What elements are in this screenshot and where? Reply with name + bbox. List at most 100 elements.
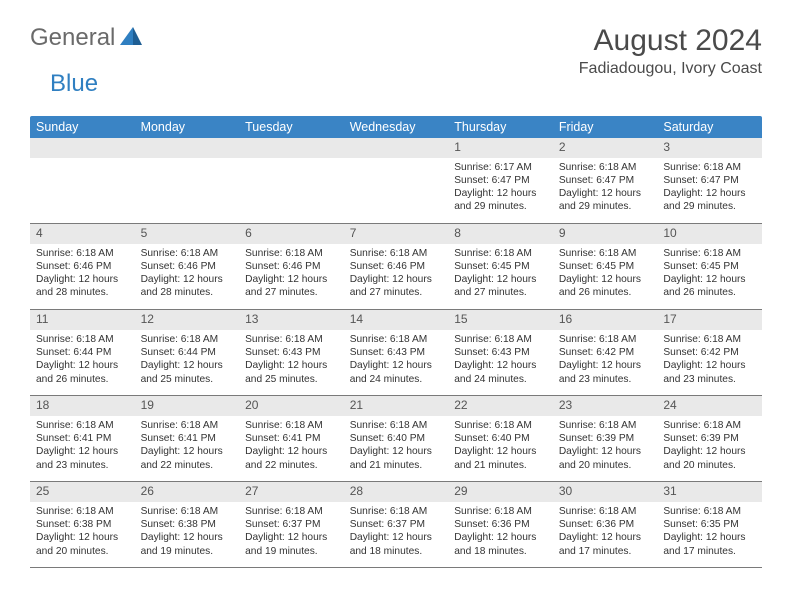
day-number: 28 xyxy=(344,482,449,502)
day-number xyxy=(344,138,449,158)
logo-word-2: Blue xyxy=(50,70,98,97)
day-number: 25 xyxy=(30,482,135,502)
day-details: Sunrise: 6:17 AMSunset: 6:47 PMDaylight:… xyxy=(448,158,553,224)
day-details: Sunrise: 6:18 AMSunset: 6:45 PMDaylight:… xyxy=(448,244,553,310)
day-number: 29 xyxy=(448,482,553,502)
calendar-table: Sunday Monday Tuesday Wednesday Thursday… xyxy=(30,116,762,568)
sunrise-line: Sunrise: 6:18 AM xyxy=(36,419,129,432)
sunset-line: Sunset: 6:40 PM xyxy=(454,432,547,445)
day-details: Sunrise: 6:18 AMSunset: 6:46 PMDaylight:… xyxy=(135,244,240,310)
sunrise-line: Sunrise: 6:18 AM xyxy=(454,419,547,432)
day-details: Sunrise: 6:18 AMSunset: 6:39 PMDaylight:… xyxy=(553,416,658,482)
daylight-line: Daylight: 12 hours and 25 minutes. xyxy=(245,359,338,386)
sunrise-line: Sunrise: 6:18 AM xyxy=(559,333,652,346)
day-number: 4 xyxy=(30,224,135,244)
day-details: Sunrise: 6:18 AMSunset: 6:35 PMDaylight:… xyxy=(657,502,762,568)
daylight-line: Daylight: 12 hours and 23 minutes. xyxy=(36,445,129,472)
day-details-row: Sunrise: 6:18 AMSunset: 6:41 PMDaylight:… xyxy=(30,416,762,482)
sunset-line: Sunset: 6:43 PM xyxy=(245,346,338,359)
col-wednesday: Wednesday xyxy=(344,116,449,138)
daylight-line: Daylight: 12 hours and 24 minutes. xyxy=(454,359,547,386)
day-number: 3 xyxy=(657,138,762,158)
sunset-line: Sunset: 6:46 PM xyxy=(350,260,443,273)
sunset-line: Sunset: 6:37 PM xyxy=(245,518,338,531)
day-number: 6 xyxy=(239,224,344,244)
sunrise-line: Sunrise: 6:18 AM xyxy=(663,247,756,260)
sunrise-line: Sunrise: 6:18 AM xyxy=(245,419,338,432)
daylight-line: Daylight: 12 hours and 19 minutes. xyxy=(245,531,338,558)
sunset-line: Sunset: 6:36 PM xyxy=(559,518,652,531)
day-number: 10 xyxy=(657,224,762,244)
sunset-line: Sunset: 6:43 PM xyxy=(454,346,547,359)
sunset-line: Sunset: 6:47 PM xyxy=(663,174,756,187)
day-number: 11 xyxy=(30,310,135,330)
sunrise-line: Sunrise: 6:18 AM xyxy=(350,419,443,432)
day-details-row: Sunrise: 6:18 AMSunset: 6:38 PMDaylight:… xyxy=(30,502,762,568)
daylight-line: Daylight: 12 hours and 27 minutes. xyxy=(454,273,547,300)
day-details: Sunrise: 6:18 AMSunset: 6:45 PMDaylight:… xyxy=(657,244,762,310)
sunset-line: Sunset: 6:41 PM xyxy=(245,432,338,445)
col-thursday: Thursday xyxy=(448,116,553,138)
day-details: Sunrise: 6:18 AMSunset: 6:39 PMDaylight:… xyxy=(657,416,762,482)
day-number: 8 xyxy=(448,224,553,244)
sunrise-line: Sunrise: 6:18 AM xyxy=(141,505,234,518)
daylight-line: Daylight: 12 hours and 28 minutes. xyxy=(141,273,234,300)
sunrise-line: Sunrise: 6:18 AM xyxy=(245,333,338,346)
sunrise-line: Sunrise: 6:18 AM xyxy=(663,419,756,432)
daylight-line: Daylight: 12 hours and 27 minutes. xyxy=(245,273,338,300)
daylight-line: Daylight: 12 hours and 29 minutes. xyxy=(559,187,652,214)
day-details-row: Sunrise: 6:17 AMSunset: 6:47 PMDaylight:… xyxy=(30,158,762,224)
daylight-line: Daylight: 12 hours and 20 minutes. xyxy=(663,445,756,472)
sunset-line: Sunset: 6:43 PM xyxy=(350,346,443,359)
day-number: 7 xyxy=(344,224,449,244)
day-details: Sunrise: 6:18 AMSunset: 6:46 PMDaylight:… xyxy=(344,244,449,310)
calendar-body: 12 3 Sunrise: 6:17 AMSunset: 6:47 PMDaylig… xyxy=(30,138,762,568)
col-sunday: Sunday xyxy=(30,116,135,138)
daylight-line: Daylight: 12 hours and 20 minutes. xyxy=(559,445,652,472)
daylight-line: Daylight: 12 hours and 22 minutes. xyxy=(245,445,338,472)
day-number: 1 xyxy=(448,138,553,158)
sunrise-line: Sunrise: 6:18 AM xyxy=(454,247,547,260)
day-number: 12 xyxy=(135,310,240,330)
daylight-line: Daylight: 12 hours and 19 minutes. xyxy=(141,531,234,558)
day-number: 21 xyxy=(344,396,449,416)
sunset-line: Sunset: 6:37 PM xyxy=(350,518,443,531)
day-number: 13 xyxy=(239,310,344,330)
sunset-line: Sunset: 6:39 PM xyxy=(663,432,756,445)
day-number: 22 xyxy=(448,396,553,416)
day-details: Sunrise: 6:18 AMSunset: 6:37 PMDaylight:… xyxy=(239,502,344,568)
day-number: 24 xyxy=(657,396,762,416)
day-number: 26 xyxy=(135,482,240,502)
sunrise-line: Sunrise: 6:18 AM xyxy=(141,333,234,346)
daylight-line: Daylight: 12 hours and 25 minutes. xyxy=(141,359,234,386)
sunset-line: Sunset: 6:38 PM xyxy=(36,518,129,531)
day-details: Sunrise: 6:18 AMSunset: 6:47 PMDaylight:… xyxy=(657,158,762,224)
sunset-line: Sunset: 6:47 PM xyxy=(559,174,652,187)
daylight-line: Daylight: 12 hours and 18 minutes. xyxy=(454,531,547,558)
day-details: Sunrise: 6:18 AMSunset: 6:42 PMDaylight:… xyxy=(657,330,762,396)
sunset-line: Sunset: 6:46 PM xyxy=(36,260,129,273)
sunset-line: Sunset: 6:44 PM xyxy=(36,346,129,359)
day-number: 14 xyxy=(344,310,449,330)
daylight-line: Daylight: 12 hours and 26 minutes. xyxy=(559,273,652,300)
day-details: Sunrise: 6:18 AMSunset: 6:44 PMDaylight:… xyxy=(30,330,135,396)
day-number-row: 11121314151617 xyxy=(30,310,762,330)
day-number-row: 45678910 xyxy=(30,224,762,244)
calendar-header-row: Sunday Monday Tuesday Wednesday Thursday… xyxy=(30,116,762,138)
logo: General xyxy=(30,24,144,52)
sunset-line: Sunset: 6:46 PM xyxy=(141,260,234,273)
sunset-line: Sunset: 6:42 PM xyxy=(559,346,652,359)
sunrise-line: Sunrise: 6:18 AM xyxy=(36,333,129,346)
daylight-line: Daylight: 12 hours and 27 minutes. xyxy=(350,273,443,300)
sunset-line: Sunset: 6:39 PM xyxy=(559,432,652,445)
daylight-line: Daylight: 12 hours and 29 minutes. xyxy=(663,187,756,214)
day-details xyxy=(344,158,449,224)
sunrise-line: Sunrise: 6:18 AM xyxy=(36,505,129,518)
sunset-line: Sunset: 6:46 PM xyxy=(245,260,338,273)
page-title: August 2024 xyxy=(579,24,762,58)
logo-word-1: General xyxy=(30,24,115,52)
daylight-line: Daylight: 12 hours and 29 minutes. xyxy=(454,187,547,214)
sunrise-line: Sunrise: 6:18 AM xyxy=(350,505,443,518)
day-details: Sunrise: 6:18 AMSunset: 6:36 PMDaylight:… xyxy=(448,502,553,568)
sunset-line: Sunset: 6:35 PM xyxy=(663,518,756,531)
